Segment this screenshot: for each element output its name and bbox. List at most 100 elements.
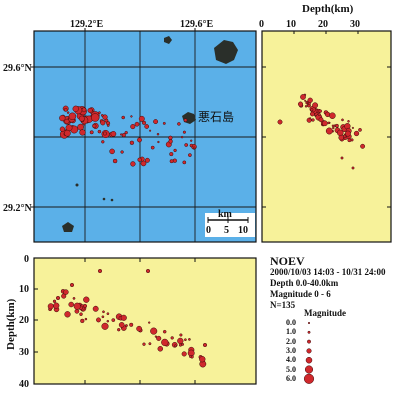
bottom-event	[156, 335, 162, 341]
map-event	[162, 121, 166, 125]
right-event	[310, 108, 314, 112]
right-event	[297, 101, 304, 107]
map-event	[124, 130, 128, 135]
bottom-event	[120, 314, 127, 321]
bottom-event	[162, 329, 167, 334]
map-event	[100, 120, 106, 126]
bottom-panel-ticks	[34, 258, 196, 384]
right-event	[318, 109, 322, 113]
island-small-top	[164, 36, 172, 44]
right-tick-30: 30	[350, 19, 360, 30]
map-event	[120, 150, 124, 154]
right-event	[325, 127, 333, 135]
map-event	[92, 123, 97, 129]
bottom-event	[80, 318, 85, 324]
legend-label: 0.0	[286, 318, 296, 327]
bottom-event	[101, 322, 109, 330]
map-event	[81, 107, 87, 113]
right-event	[351, 166, 355, 170]
lon-label-129-6: 129.6°E	[180, 19, 213, 30]
map-event	[120, 133, 123, 136]
map-event	[183, 118, 188, 123]
right-event	[329, 112, 336, 119]
depth-panel-bottom-ylabel: Depth(km)	[5, 298, 17, 350]
right-event	[358, 128, 362, 132]
map-event	[59, 126, 66, 132]
bottom-event	[142, 342, 146, 346]
bottom-event	[106, 319, 110, 323]
scale-tick-5: 5	[224, 225, 229, 236]
map-event	[90, 113, 100, 122]
right-event	[351, 126, 354, 129]
bottom-event	[157, 346, 164, 352]
legend-symbol	[307, 321, 311, 325]
right-panel-events	[277, 93, 366, 170]
legend-title: Magnitude	[304, 308, 347, 318]
map-event	[190, 139, 193, 142]
legend-label: 6.0	[286, 373, 296, 383]
depth-panel-bottom-border	[33, 257, 257, 385]
bottom-event	[101, 315, 105, 319]
map-event	[182, 130, 186, 134]
right-event	[317, 112, 321, 117]
map-event	[180, 135, 184, 139]
right-panel-ticks	[261, 31, 391, 208]
map-event	[189, 143, 194, 148]
map-event	[153, 119, 159, 125]
bottom-tick-30: 30	[19, 347, 29, 358]
map-event	[63, 108, 68, 112]
map-event	[112, 158, 118, 164]
bottom-panel-events	[47, 268, 208, 368]
map-event	[157, 140, 160, 144]
right-event	[300, 94, 306, 100]
right-event	[331, 124, 335, 128]
map-event	[156, 132, 160, 136]
depth-panel-right-title: Depth(km)	[302, 3, 354, 15]
map-event	[101, 140, 105, 144]
right-event	[337, 129, 344, 137]
right-tick-20: 20	[318, 19, 328, 30]
map-event	[79, 129, 86, 136]
bottom-event	[64, 311, 71, 318]
right-event	[327, 121, 330, 125]
map-event	[130, 115, 133, 118]
right-event	[353, 130, 360, 137]
bottom-event	[136, 325, 142, 332]
right-event	[338, 134, 344, 141]
scale-tick-10: 10	[238, 225, 248, 236]
bottom-event	[148, 321, 151, 324]
scale-unit: km	[218, 209, 233, 220]
map-event	[140, 160, 147, 167]
map-event	[168, 135, 173, 140]
map-event	[177, 122, 181, 126]
map-event	[184, 143, 189, 147]
bottom-event	[202, 342, 208, 348]
map-event	[150, 145, 155, 150]
bottom-event	[129, 322, 134, 327]
lat-label-29-6: 29.6°N	[3, 63, 32, 74]
bottom-event	[150, 327, 158, 335]
info-title: NOEV	[270, 254, 305, 268]
bottom-event	[53, 302, 60, 309]
map-event	[87, 107, 93, 113]
bottom-event	[184, 338, 187, 342]
map-event	[169, 152, 174, 157]
lat-label-29-2: 29.2°N	[3, 203, 32, 214]
legend-label: 4.0	[286, 355, 296, 365]
map-event	[97, 129, 102, 134]
legend-symbol	[307, 330, 311, 334]
bottom-event	[92, 305, 99, 312]
info-magnitude: Magnitude 0 - 6	[270, 289, 331, 299]
right-event	[311, 118, 315, 122]
bottom-event	[102, 310, 105, 314]
map-event	[102, 131, 107, 136]
right-event	[309, 117, 312, 120]
map-event	[121, 133, 126, 138]
bottom-event	[72, 297, 76, 300]
right-event	[312, 102, 319, 109]
bottom-event	[189, 355, 192, 358]
map-event	[137, 137, 142, 143]
bottom-event	[55, 295, 61, 301]
bottom-event	[79, 312, 83, 316]
map-event	[110, 131, 117, 137]
